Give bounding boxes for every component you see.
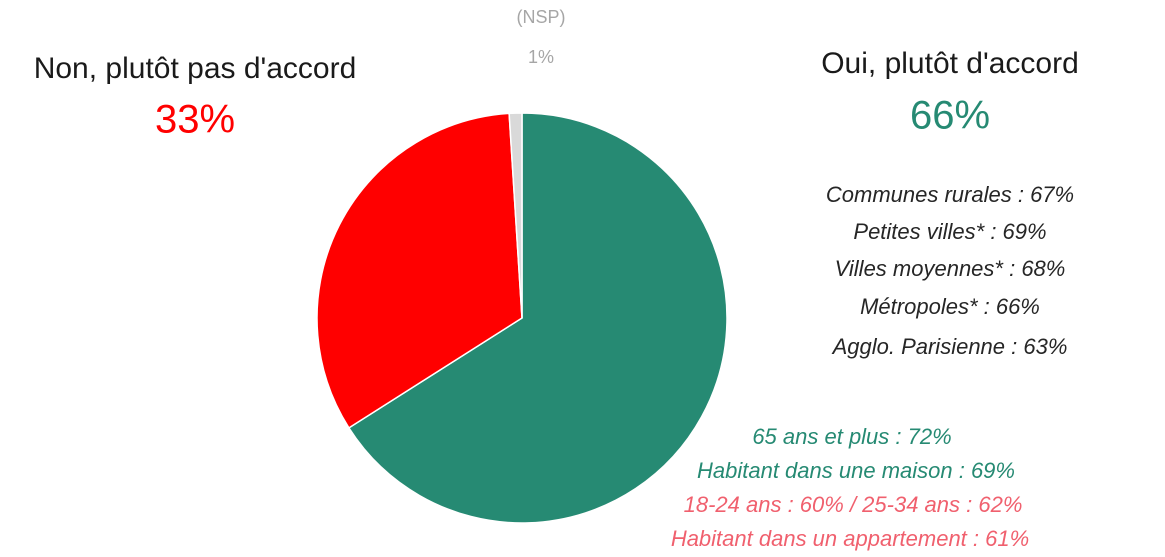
category-label: Non, plutôt pas d'accord bbox=[34, 52, 357, 85]
category-label: Oui, plutôt d'accord bbox=[821, 47, 1079, 80]
annotation: 65 ans et plus : 72% bbox=[752, 424, 951, 449]
annotation: 18-24 ans : 60% / 25-34 ans : 62% bbox=[684, 492, 1023, 517]
category-label: (NSP) bbox=[517, 7, 566, 27]
pie-slice bbox=[347, 112, 728, 524]
value-label: 1% bbox=[528, 47, 554, 67]
annotation: Habitant dans un appartement : 61% bbox=[671, 526, 1029, 551]
annotation: Communes rurales : 67% bbox=[826, 182, 1074, 207]
pie-slice bbox=[316, 112, 523, 429]
annotation: Petites villes* : 69% bbox=[853, 219, 1046, 244]
pie-slice bbox=[508, 112, 523, 319]
value-label: 33% bbox=[155, 98, 235, 142]
annotation: Habitant dans une maison : 69% bbox=[697, 458, 1015, 483]
annotation: Villes moyennes* : 68% bbox=[835, 256, 1066, 281]
annotation: Métropoles* : 66% bbox=[860, 294, 1040, 319]
value-label: 66% bbox=[910, 94, 990, 138]
annotation: Agglo. Parisienne : 63% bbox=[831, 334, 1068, 359]
